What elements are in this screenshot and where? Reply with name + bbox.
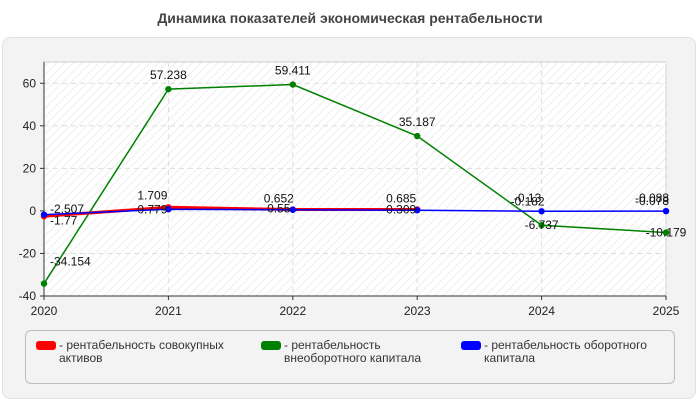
data-label: -6.737 xyxy=(525,218,559,232)
data-point[interactable] xyxy=(538,222,545,229)
data-point[interactable] xyxy=(662,229,670,236)
data-label: 57.238 xyxy=(150,68,187,82)
data-point[interactable] xyxy=(538,208,545,215)
y-tick-label: 60 xyxy=(23,76,37,90)
y-tick-label: -40 xyxy=(19,289,37,303)
data-label: -2.507 xyxy=(50,202,84,216)
data-labels: -2.507 1.709 0.652 0.685 -34.154 57.238 59.411… xyxy=(50,64,687,269)
data-label: -10.179 xyxy=(646,226,687,240)
data-label: 0.652 xyxy=(264,192,294,206)
legend-item-noncurrent[interactable]: - рентабельность внеоборотного капитала xyxy=(261,339,464,365)
data-label: 0.309 xyxy=(386,202,416,216)
data-label: 0.55 xyxy=(267,202,291,216)
legend-label: - рентабельность оборотного капитала xyxy=(484,338,647,365)
data-label: 59.411 xyxy=(275,64,311,78)
y-tick-label: 20 xyxy=(23,161,37,175)
data-point[interactable] xyxy=(289,81,296,88)
data-point[interactable] xyxy=(414,207,421,214)
x-tick-label: 2022 xyxy=(279,304,306,318)
data-point[interactable] xyxy=(165,206,172,213)
data-label: 0.685 xyxy=(386,191,416,205)
legend-item-current[interactable]: - рентабельность оборотного капитала xyxy=(461,339,664,365)
data-label: 1.709 xyxy=(137,188,167,202)
x-tick-label: 2023 xyxy=(404,304,431,318)
x-tick-label: 2024 xyxy=(528,304,555,318)
data-label: -0.13 xyxy=(514,191,542,205)
legend-item-assets[interactable]: - рентабельность совокупных активов xyxy=(36,339,239,365)
data-point[interactable] xyxy=(165,85,172,93)
data-label: -1.77 xyxy=(50,214,78,228)
legend-swatch-red xyxy=(36,341,56,350)
series-line-2 xyxy=(43,208,667,216)
data-label: 0.779 xyxy=(137,202,167,216)
data-label: -0.078 xyxy=(635,194,669,208)
series-line-1 xyxy=(43,83,667,284)
series-layer xyxy=(40,81,670,287)
legend-swatch-green xyxy=(261,341,281,350)
data-label: 35.187 xyxy=(399,115,436,129)
x-tick-label: 2025 xyxy=(653,304,680,318)
legend: - рентабельность совокупных активов - ре… xyxy=(25,330,675,384)
legend-swatch-blue xyxy=(461,341,481,350)
data-point[interactable] xyxy=(40,211,48,218)
y-tick-label: 0 xyxy=(29,204,36,218)
legend-label: - рентабельность совокупных активов xyxy=(59,338,224,365)
plot-area xyxy=(43,61,667,297)
data-label: -0.088 xyxy=(635,191,669,205)
data-label: -0.182 xyxy=(511,194,545,208)
y-tick-label: -20 xyxy=(19,246,37,260)
x-tick-label: 2020 xyxy=(31,304,58,318)
chart-title: Динамика показателей экономическая рента… xyxy=(157,10,543,26)
data-point[interactable] xyxy=(40,280,48,287)
data-point[interactable] xyxy=(662,207,670,215)
legend-label: - рентабельность внеоборотного капитала xyxy=(284,338,421,365)
y-tick-label: 40 xyxy=(23,119,37,133)
data-label: -34.154 xyxy=(50,255,91,269)
x-tick-label: 2021 xyxy=(155,304,182,318)
data-point[interactable] xyxy=(414,132,421,140)
data-point[interactable] xyxy=(289,206,296,213)
